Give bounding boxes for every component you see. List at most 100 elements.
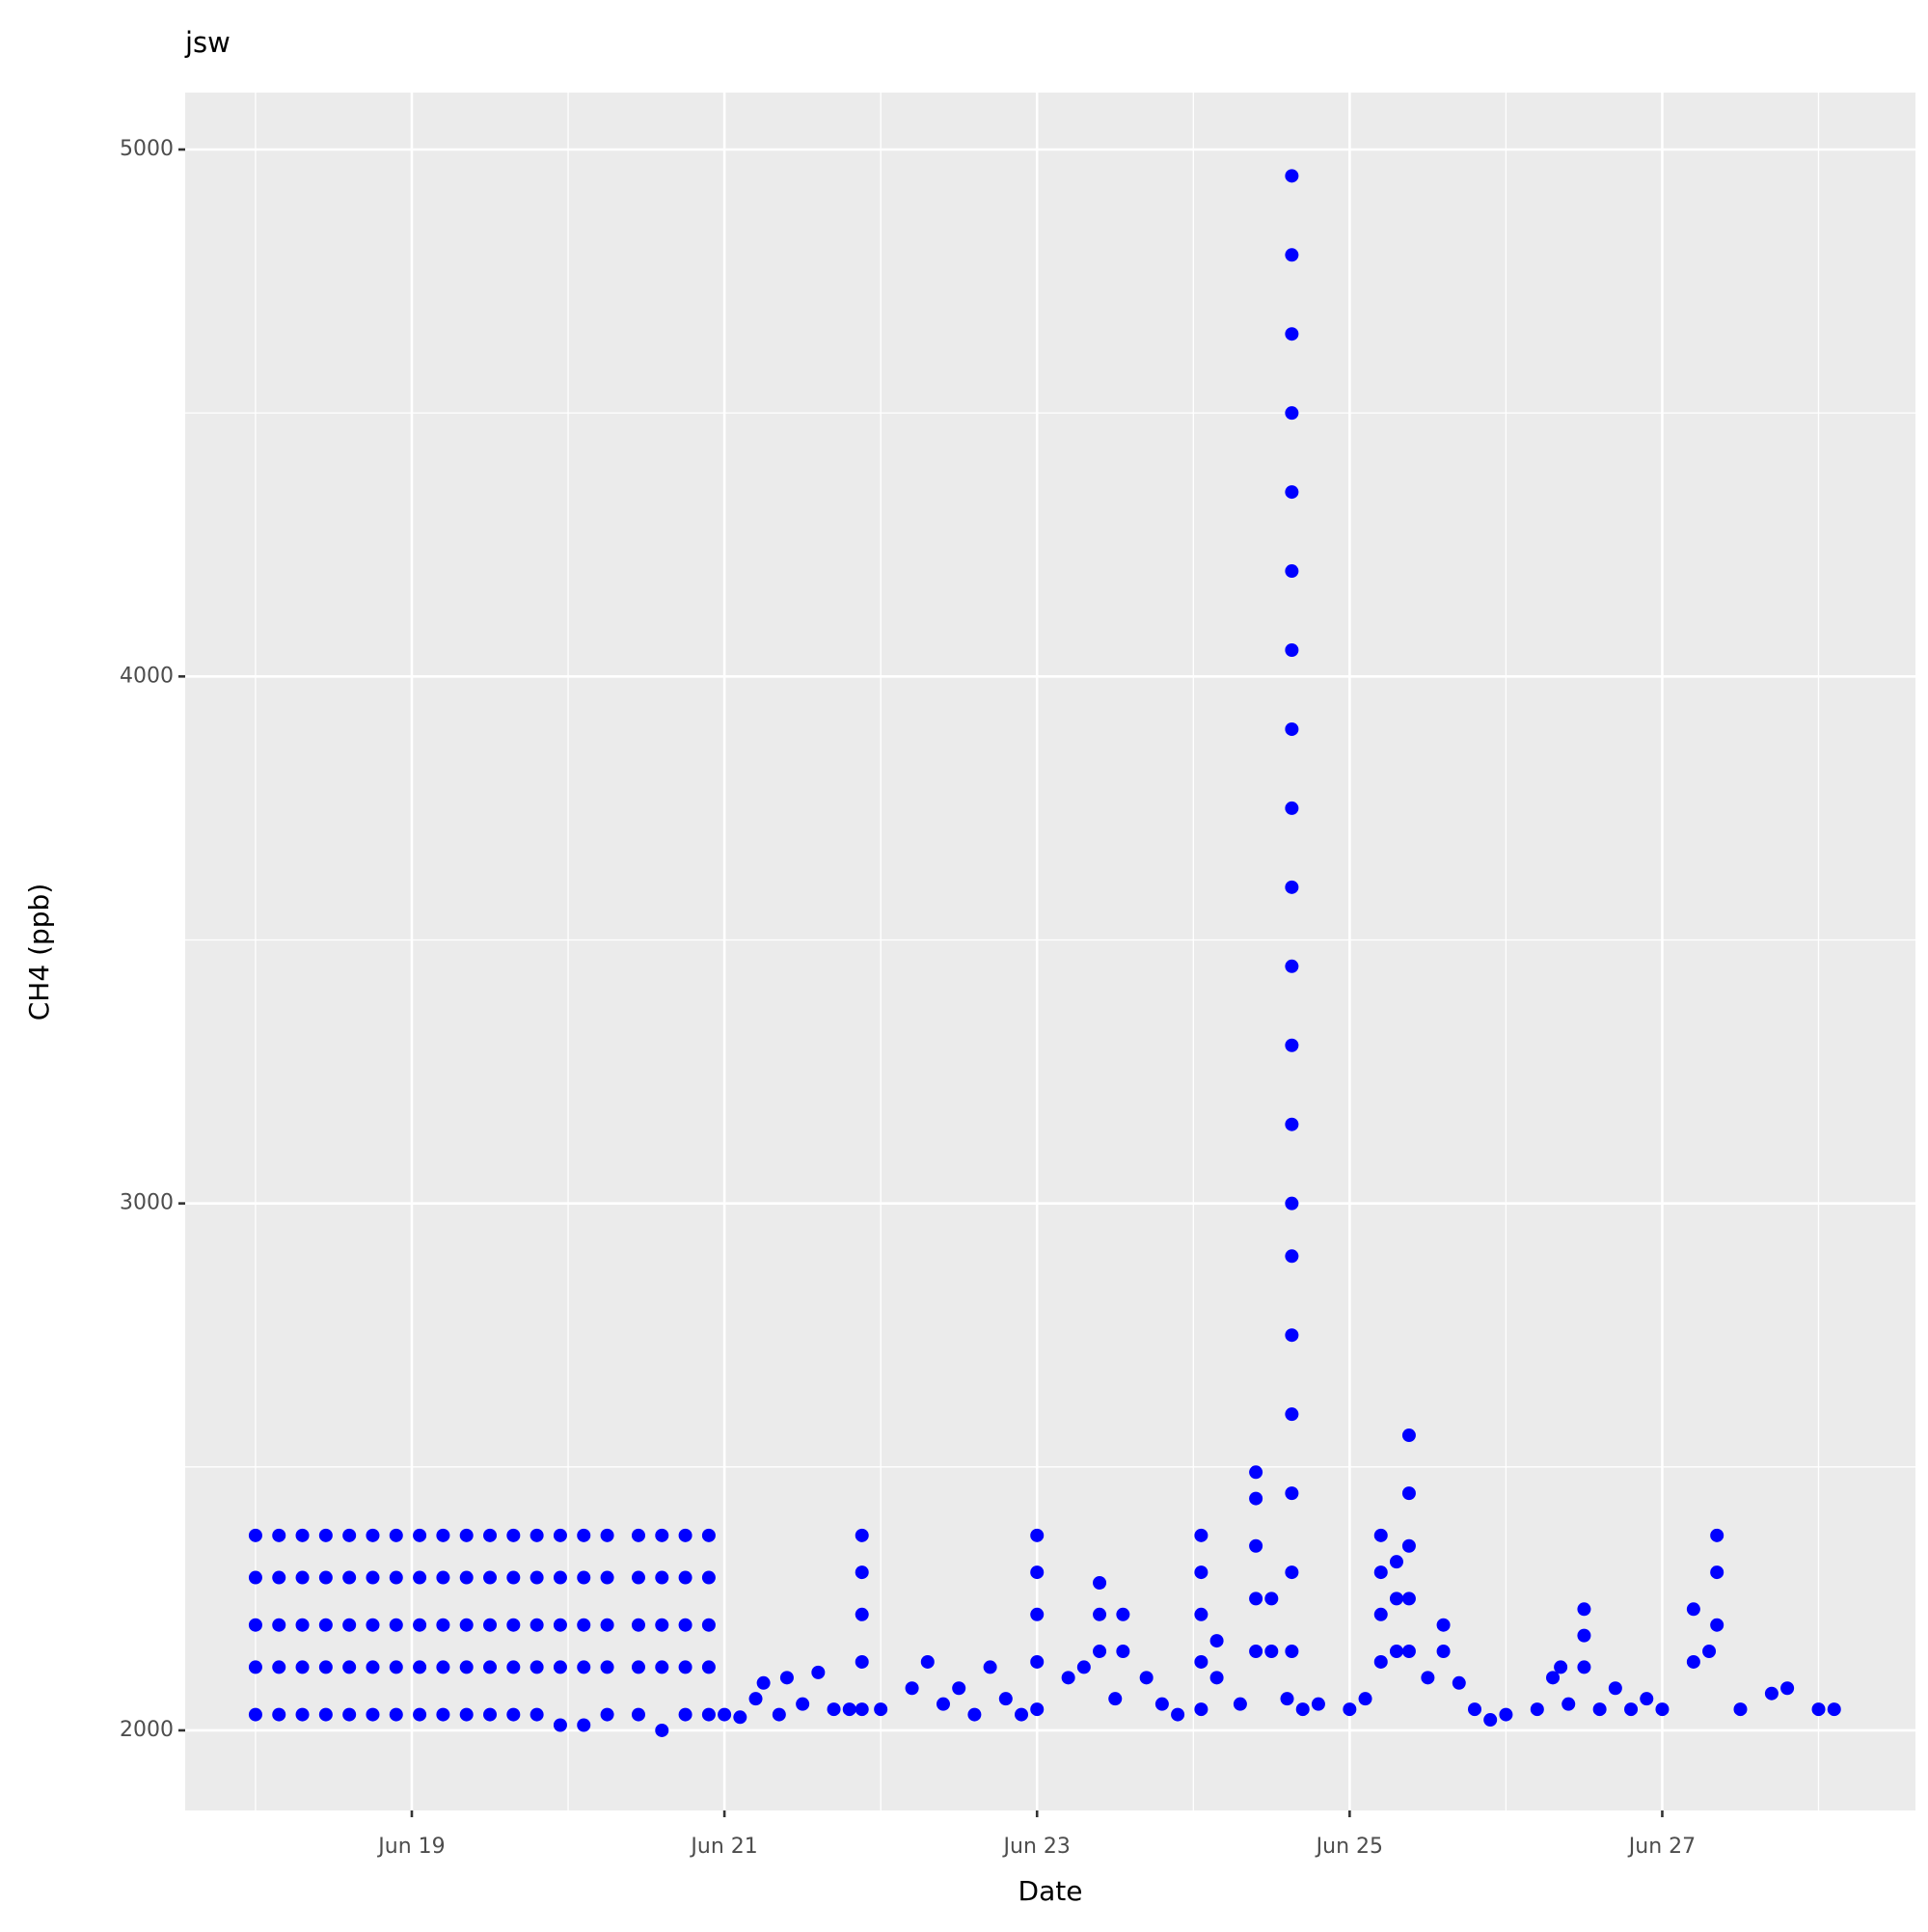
point xyxy=(1710,1618,1724,1632)
point xyxy=(1285,1645,1299,1659)
point xyxy=(1285,406,1299,421)
point xyxy=(655,1723,669,1737)
point xyxy=(631,1660,645,1674)
point xyxy=(1030,1565,1045,1580)
point xyxy=(1285,1486,1299,1501)
y-tick-label: 3000 xyxy=(120,1191,174,1215)
point xyxy=(600,1707,614,1722)
point xyxy=(1249,1538,1263,1553)
point xyxy=(1154,1697,1169,1711)
point xyxy=(1554,1660,1568,1674)
point xyxy=(318,1660,333,1674)
point xyxy=(1389,1555,1403,1569)
point xyxy=(1546,1671,1561,1685)
point xyxy=(366,1618,380,1632)
point xyxy=(1030,1528,1045,1542)
chart-title: jsw xyxy=(184,26,231,59)
point xyxy=(1561,1697,1576,1711)
point xyxy=(936,1697,950,1711)
point xyxy=(1401,1592,1416,1606)
point xyxy=(655,1660,669,1674)
y-tick-label: 4000 xyxy=(120,664,174,688)
grid xyxy=(185,93,1915,1810)
point xyxy=(1285,327,1299,341)
point xyxy=(733,1710,747,1725)
point xyxy=(779,1671,794,1685)
point xyxy=(1389,1645,1403,1659)
point xyxy=(1093,1645,1107,1659)
point xyxy=(1285,1117,1299,1131)
point xyxy=(1209,1634,1224,1648)
point xyxy=(506,1528,521,1542)
point xyxy=(701,1528,716,1542)
point xyxy=(483,1660,498,1674)
point xyxy=(553,1660,567,1674)
point xyxy=(1401,1486,1416,1501)
point xyxy=(248,1707,262,1722)
point xyxy=(1249,1645,1263,1659)
point xyxy=(1421,1671,1435,1685)
point xyxy=(1285,1565,1299,1580)
point xyxy=(1209,1671,1224,1685)
point xyxy=(459,1660,474,1674)
point xyxy=(1343,1702,1357,1717)
point xyxy=(248,1528,262,1542)
point xyxy=(553,1718,567,1732)
point xyxy=(1285,959,1299,973)
point xyxy=(1483,1713,1498,1728)
point xyxy=(342,1528,357,1542)
point xyxy=(748,1692,763,1706)
point xyxy=(1827,1702,1841,1717)
point xyxy=(905,1681,919,1696)
point xyxy=(413,1618,427,1632)
point xyxy=(436,1570,450,1585)
point xyxy=(1194,1528,1208,1542)
point xyxy=(1015,1707,1029,1722)
point xyxy=(272,1707,286,1722)
point xyxy=(436,1528,450,1542)
point xyxy=(553,1528,567,1542)
point xyxy=(389,1707,403,1722)
point xyxy=(506,1707,521,1722)
point xyxy=(459,1618,474,1632)
point xyxy=(436,1707,450,1722)
point xyxy=(389,1570,403,1585)
point xyxy=(506,1618,521,1632)
point xyxy=(1436,1645,1451,1659)
x-tick-label: Jun 27 xyxy=(1627,1835,1696,1859)
point xyxy=(1710,1565,1724,1580)
point xyxy=(655,1618,669,1632)
point xyxy=(1194,1565,1208,1580)
point xyxy=(756,1675,771,1690)
point xyxy=(1530,1702,1544,1717)
point xyxy=(1577,1602,1591,1617)
point xyxy=(342,1660,357,1674)
point xyxy=(483,1707,498,1722)
point xyxy=(1285,248,1299,262)
point xyxy=(248,1660,262,1674)
point xyxy=(1108,1692,1123,1706)
point xyxy=(998,1692,1013,1706)
point xyxy=(1780,1681,1795,1696)
point xyxy=(1733,1702,1748,1717)
point xyxy=(553,1618,567,1632)
point xyxy=(1686,1602,1700,1617)
point xyxy=(874,1702,888,1717)
point xyxy=(855,1654,869,1669)
point xyxy=(1194,1607,1208,1621)
point xyxy=(1249,1491,1263,1506)
point xyxy=(600,1528,614,1542)
point xyxy=(1702,1645,1717,1659)
point xyxy=(1811,1702,1826,1717)
point xyxy=(1280,1692,1294,1706)
point xyxy=(796,1697,810,1711)
point xyxy=(1116,1607,1130,1621)
point xyxy=(577,1618,591,1632)
point xyxy=(701,1618,716,1632)
point xyxy=(1401,1645,1416,1659)
point xyxy=(1401,1538,1416,1553)
point xyxy=(506,1660,521,1674)
point xyxy=(1093,1607,1107,1621)
point xyxy=(318,1618,333,1632)
point xyxy=(413,1528,427,1542)
